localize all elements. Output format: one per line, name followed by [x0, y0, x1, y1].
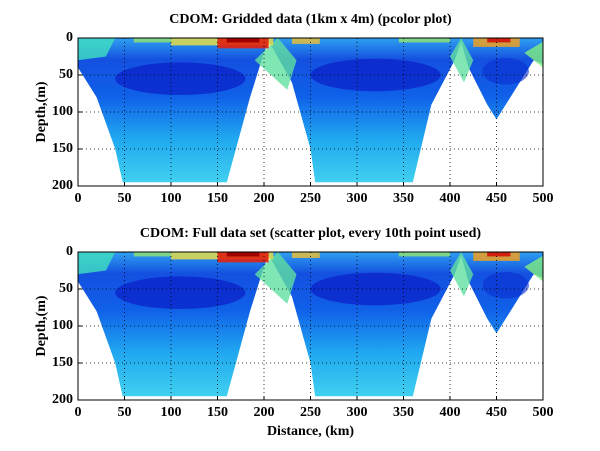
x-tick-label: 100: [161, 191, 182, 206]
x-tick-label: 0: [75, 405, 82, 420]
y-tick-label: 200: [52, 178, 73, 193]
x-tick-label: 500: [533, 405, 554, 420]
x-tick-label: 150: [207, 405, 228, 420]
x-tick-label: 150: [207, 191, 228, 206]
x-tick-label: 250: [300, 191, 321, 206]
y-tick-label: 0: [66, 244, 73, 259]
x-tick-label: 200: [254, 405, 275, 420]
x-tick-label: 400: [440, 405, 461, 420]
y-tick-label: 150: [52, 141, 73, 156]
y-axis-label: Depth,(m): [34, 81, 49, 142]
x-tick-label: 350: [393, 191, 414, 206]
x-tick-label: 50: [118, 191, 132, 206]
y-tick-label: 150: [52, 355, 73, 370]
y-tick-label: 50: [59, 67, 73, 82]
y-tick-label: 100: [52, 318, 73, 333]
x-tick-label: 300: [347, 191, 368, 206]
x-tick-label: 350: [393, 405, 414, 420]
x-tick-label: 250: [300, 405, 321, 420]
y-tick-label: 0: [66, 30, 73, 45]
x-tick-label: 100: [161, 405, 182, 420]
chart-title: CDOM: Full data set (scatter plot, every…: [140, 226, 481, 241]
x-tick-label: 0: [75, 191, 82, 206]
x-tick-label: 450: [486, 405, 507, 420]
y-axis-label: Depth,(m): [34, 295, 49, 356]
plot-frame: [77, 37, 544, 187]
y-tick-label: 100: [52, 104, 73, 119]
y-tick-label: 50: [59, 281, 73, 296]
chart-title: CDOM: Gridded data (1km x 4m) (pcolor pl…: [169, 12, 452, 27]
y-tick-label: 200: [52, 392, 73, 407]
x-axis-label: Distance, (km): [267, 424, 354, 439]
x-tick-label: 50: [118, 405, 132, 420]
x-tick-label: 300: [347, 405, 368, 420]
x-tick-label: 200: [254, 191, 275, 206]
x-tick-label: 400: [440, 191, 461, 206]
plot-frame: [77, 251, 544, 401]
x-tick-label: 500: [533, 191, 554, 206]
x-tick-label: 450: [486, 191, 507, 206]
